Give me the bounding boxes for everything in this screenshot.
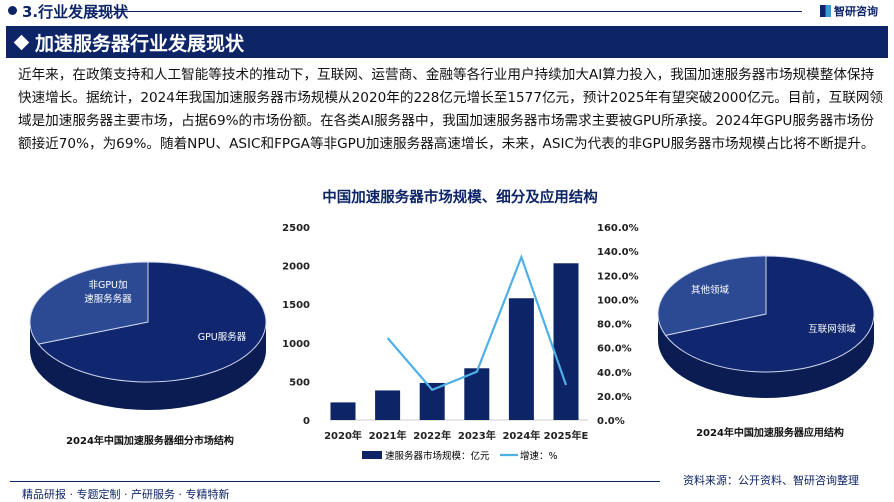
bar [464, 368, 490, 420]
y-right-tick: 120.0% [597, 271, 639, 282]
y-left-tick: 2000 [282, 262, 310, 273]
bar [508, 298, 534, 420]
legend-bar-label: 速服务器市场规模：亿元 [385, 450, 490, 462]
y-right-tick: 160.0% [597, 223, 639, 234]
pie1-label: GPU服务器 [198, 331, 247, 343]
y-left-tick: 2500 [282, 223, 310, 234]
y-left-tick: 0 [303, 416, 310, 427]
y-right-tick: 140.0% [597, 247, 639, 258]
pie2-label: 其他领域 [691, 284, 730, 296]
logo: 智研咨询 [820, 3, 878, 19]
x-tick: 2025年E [544, 429, 589, 442]
pie1-label: 非GPU加 [88, 279, 127, 291]
pie2-slice [664, 255, 875, 373]
pie2-side [658, 314, 874, 398]
y-right-tick: 40.0% [597, 368, 632, 379]
x-tick: 2023年 [458, 429, 496, 442]
growth-line [386, 253, 568, 392]
y-right-tick: 20.0% [597, 392, 632, 403]
bar [553, 263, 579, 420]
y-left-tick: 500 [289, 377, 310, 388]
x-tick: 2021年 [369, 429, 407, 442]
legend-line-label: 增速：% [520, 450, 558, 462]
pie2-slice [657, 255, 767, 336]
pie1-label: 速服务务器 [84, 293, 132, 305]
banner-title: 加速服务器行业发展现状 [35, 32, 245, 55]
intro-paragraph: 近年来，在政策支持和人工智能等技术的推动下，互联网、运营商、金融等各行业用户持续… [18, 67, 884, 152]
logo-icon [820, 5, 831, 17]
y-left-tick: 1500 [282, 300, 310, 311]
y-left-tick: 1000 [282, 339, 310, 350]
banner: 加速服务器行业发展现状 [6, 26, 888, 58]
logo-text: 智研咨询 [834, 5, 878, 18]
y-right-tick: 0.0% [597, 416, 625, 427]
legend-bar-swatch [362, 451, 382, 459]
pie1-side [30, 322, 266, 410]
pie1-slice [29, 261, 149, 345]
bar [375, 390, 401, 420]
chart-title: 中国加速服务器市场规模、细分及应用结构 [322, 190, 598, 206]
pie1-caption: 2024年中国加速服务器细分市场结构 [66, 436, 234, 447]
bar [330, 402, 356, 420]
x-tick: 2024年 [502, 429, 540, 442]
divider [92, 11, 802, 12]
y-right-tick: 60.0% [597, 344, 632, 355]
y-right-tick: 100.0% [597, 295, 639, 306]
source-note: 资料来源：公开资料、智研咨询整理 [683, 474, 859, 487]
y-right-tick: 80.0% [597, 320, 632, 331]
x-tick: 2020年 [324, 429, 362, 442]
bullet-dot [8, 6, 17, 15]
pie1-slice [37, 261, 267, 383]
pie2-caption: 2024年中国加速服务器应用结构 [696, 428, 844, 439]
footer-divider [10, 481, 660, 482]
pie2-label: 互联网领域 [808, 323, 856, 335]
section-title: 3.行业发展现状 [22, 3, 129, 21]
footer-tagline: 精品研报 · 专题定制 · 产研服务 · 专精特新 [22, 488, 230, 501]
x-tick: 2022年 [413, 429, 451, 442]
